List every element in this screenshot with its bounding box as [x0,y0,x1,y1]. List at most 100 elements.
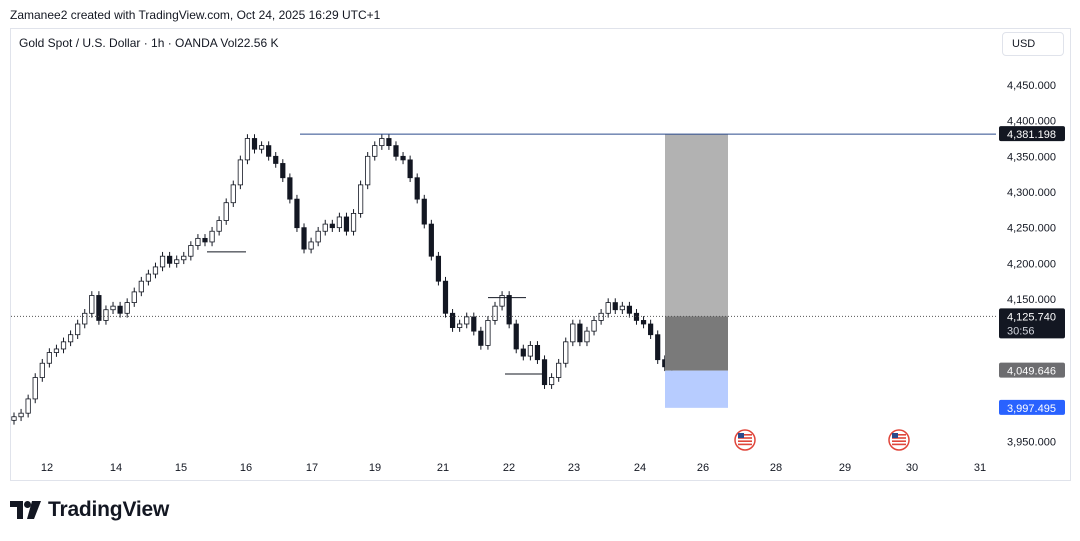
last-price-label-bg [999,308,1065,339]
candle-body [329,223,335,229]
currency-button[interactable]: USD [1002,32,1064,56]
candle-body [648,323,654,336]
x-tick-label: 17 [306,462,318,474]
candle-body [46,352,52,364]
candle-body [549,377,555,386]
x-tick-label: 23 [568,462,580,474]
resistance-price-label-bg [999,126,1065,142]
x-tick-label: 12 [41,462,53,474]
x-tick-label: 29 [839,462,851,474]
us-flag-event-icon[interactable] [734,429,756,451]
candle-body [131,291,137,303]
candle-body [534,345,541,361]
candle-body [145,273,151,282]
candle-body [435,255,442,282]
candle-body [612,302,618,311]
candle-body [110,305,116,311]
candle-body [53,348,60,353]
us-flag-event-icon[interactable] [888,429,910,451]
candle-body [89,295,95,314]
candle-body [655,334,661,361]
y-tick-label: 4,350.000 [1007,151,1056,163]
candle-body [223,202,229,221]
y-tick-label: 4,400.000 [1007,116,1056,128]
chart-caption: Zamanee2 created with TradingView.com, O… [10,8,381,22]
candle-body [67,334,74,343]
x-tick-label: 24 [634,462,646,474]
candle-body [209,230,215,243]
candle-body [527,345,533,357]
candle-body [485,320,491,346]
candle-body [159,255,166,268]
candle-body [25,398,31,414]
flag-stripe [738,437,752,439]
candle-body [244,138,251,161]
candle-body [358,184,364,214]
symbol-legend[interactable]: Gold Spot / U.S. Dollar · 1h · OANDA Vol… [19,36,279,50]
x-tick-label: 15 [175,462,187,474]
candle-body [117,305,123,314]
last-price-label: 4,125.740 30:56 [999,308,1065,339]
last-price-label-text: 4,125.740 [1007,311,1056,323]
candle-body [322,223,328,232]
candle-body [174,259,180,264]
y-tick-label: 4,150.000 [1007,294,1056,306]
target-price-label: 3,997.495 [999,399,1065,415]
y-tick-label: 4,250.000 [1007,223,1056,235]
candle-body [457,323,463,328]
candle-body [605,302,611,314]
candle-body [640,320,647,325]
candle-body [633,312,640,321]
x-tick-label: 14 [110,462,122,474]
candle-body [301,227,307,250]
candle-body [478,330,484,346]
candle-body [18,412,24,418]
target-price-label-bg [999,399,1065,415]
flag-stripe [892,443,906,446]
candle-body [372,145,378,157]
flag-canton [738,433,744,438]
candle-body [343,216,350,232]
candle-body [294,198,300,229]
candle-body [273,155,279,164]
candle-body [60,341,67,350]
y-tick-label: 4,200.000 [1007,258,1056,270]
candle-body [181,255,187,261]
candle-body [393,145,399,157]
stop-price-label: 4,049.646 [999,362,1065,378]
candle-body [428,223,434,257]
candle-body [556,362,562,378]
tradingview-brand[interactable]: TradingView [10,498,169,522]
candle-body [619,305,625,311]
candle-body [103,309,109,321]
x-tick-label: 16 [240,462,252,474]
candle-body [598,312,604,321]
flag-stripe [892,434,906,436]
position-box-middle [665,316,728,371]
candle-body [230,184,236,204]
candle-body [308,241,314,250]
candle-body [506,295,512,325]
target-price-label-text: 3,997.495 [1007,403,1056,415]
flag-stripe [738,440,752,442]
candle-body [152,266,159,275]
candle-body [188,245,194,257]
candle-body [513,323,519,350]
y-tick-label: 4,300.000 [1007,187,1056,199]
x-tick-label: 26 [697,462,709,474]
candle-body [577,323,583,343]
position-box-lower [665,370,728,408]
candle-body [591,320,597,332]
candle-body [96,295,102,321]
candle-body [280,163,286,179]
candle-body [315,230,321,243]
candle-body [584,330,590,343]
x-tick-label: 19 [369,462,381,474]
position-box-upper [665,134,728,317]
candle-body [336,216,342,229]
candle-body [39,362,45,378]
x-tick-label: 30 [906,462,918,474]
candle-body [216,220,222,232]
candle-body [492,305,498,321]
